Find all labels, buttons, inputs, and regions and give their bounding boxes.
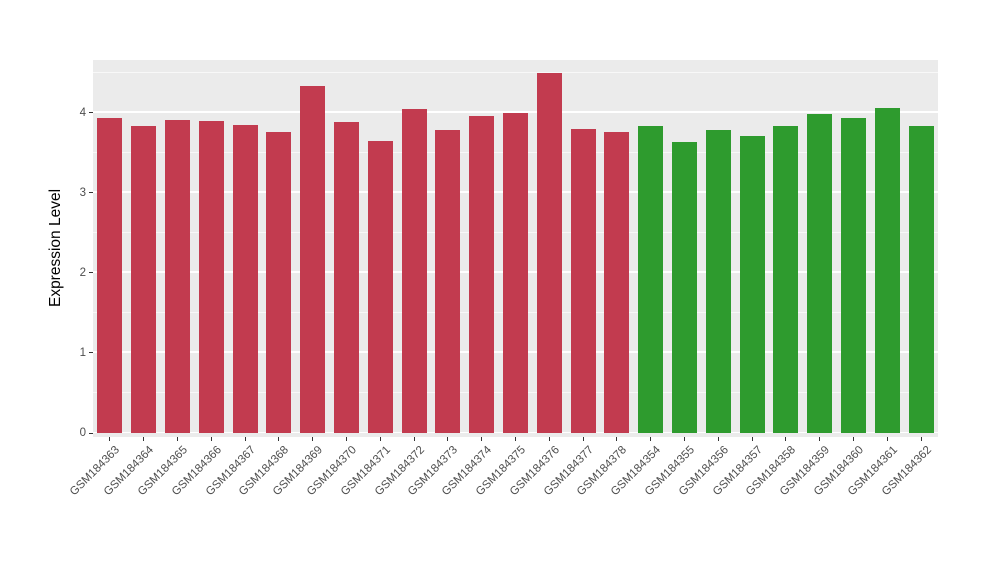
x-tick-mark — [379, 437, 381, 441]
y-tick-mark — [89, 112, 93, 114]
gridline-minor — [93, 71, 938, 73]
x-tick-mark — [785, 437, 787, 441]
x-tick-mark — [853, 437, 854, 441]
bar — [705, 129, 731, 433]
bar — [874, 108, 900, 433]
bar — [536, 72, 562, 433]
x-tick-mark — [244, 437, 246, 441]
x-tick-mark — [684, 437, 685, 441]
plot-panel — [93, 60, 938, 437]
x-tick-mark — [143, 437, 145, 441]
bar — [841, 117, 866, 433]
x-tick-mark — [582, 437, 584, 441]
y-tick-label: 4 — [79, 106, 86, 119]
gridline-major — [93, 111, 938, 113]
x-tick-mark — [481, 437, 483, 441]
bar — [401, 108, 427, 433]
x-tick-mark — [278, 437, 280, 441]
x-tick-mark — [447, 437, 449, 441]
bar — [131, 125, 157, 433]
bar — [367, 140, 393, 433]
y-tick-label: 0 — [79, 427, 86, 439]
x-tick-mark — [616, 437, 618, 441]
x-tick-mark — [413, 437, 415, 441]
x-tick-mark — [177, 437, 178, 441]
x-tick-mark — [920, 437, 922, 441]
y-tick-mark — [89, 272, 93, 274]
y-tick-mark — [89, 352, 93, 354]
x-tick-mark — [210, 437, 212, 441]
x-tick-mark — [346, 437, 347, 441]
bar — [638, 125, 664, 433]
bar — [739, 136, 765, 433]
bar — [165, 120, 190, 433]
y-tick-mark — [89, 432, 93, 434]
x-tick-mark — [751, 437, 753, 441]
bar — [672, 142, 697, 433]
y-axis-title: Expression Level — [47, 188, 64, 308]
x-tick-mark — [886, 437, 888, 441]
y-tick-mark — [89, 192, 93, 194]
y-tick-label: 1 — [79, 346, 86, 359]
bar — [232, 124, 258, 433]
x-tick-mark — [819, 437, 821, 441]
x-tick-mark — [548, 437, 550, 441]
bar — [807, 114, 833, 433]
bar — [435, 129, 461, 433]
x-tick-mark — [109, 437, 111, 441]
bar — [503, 112, 528, 433]
bar — [570, 128, 596, 433]
x-tick-mark — [650, 437, 652, 441]
bar — [198, 120, 224, 433]
bar — [97, 118, 123, 433]
y-tick-label: 3 — [79, 186, 86, 199]
bar — [266, 132, 292, 433]
bar — [604, 132, 630, 433]
bar — [469, 116, 495, 433]
y-tick-label: 2 — [79, 266, 86, 279]
x-tick-mark — [312, 437, 314, 441]
bar — [908, 125, 934, 433]
x-tick-mark — [717, 437, 719, 441]
x-tick-mark — [515, 437, 516, 441]
bar — [773, 126, 799, 433]
bar — [334, 121, 359, 433]
bar — [300, 86, 326, 433]
